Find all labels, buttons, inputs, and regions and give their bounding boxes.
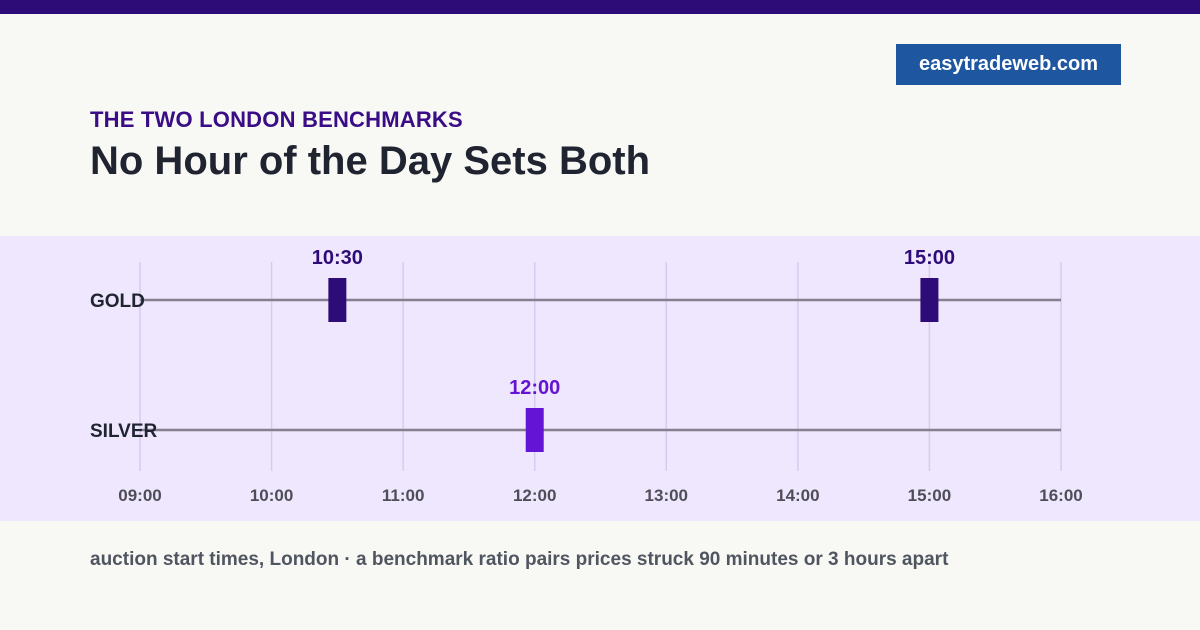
benchmark-timeline-chart: 09:00 10:00 11:00 12:00 13:00 14:00 15:00 16:00… bbox=[90, 247, 1083, 505]
x-tick-label: 13:00 bbox=[645, 486, 688, 505]
auction-marker bbox=[328, 278, 347, 322]
series-label: SILVER bbox=[90, 421, 157, 442]
chart-band bbox=[0, 236, 1200, 521]
auction-marker bbox=[525, 408, 544, 452]
x-tick-label: 14:00 bbox=[776, 486, 819, 505]
marker-time-label: 10:30 bbox=[312, 247, 363, 269]
page-title: No Hour of the Day Sets Both bbox=[90, 139, 651, 183]
x-tick-label: 15:00 bbox=[908, 486, 951, 505]
x-tick-label: 10:00 bbox=[250, 486, 293, 505]
top-accent-bar bbox=[0, 0, 1200, 14]
chart-caption: auction start times, London · a benchmar… bbox=[90, 549, 949, 570]
series-label: GOLD bbox=[90, 291, 145, 312]
brand-link[interactable]: easytradeweb.com bbox=[896, 44, 1121, 85]
x-tick-label: 16:00 bbox=[1039, 486, 1082, 505]
auction-marker bbox=[920, 278, 939, 322]
marker-time-label: 15:00 bbox=[904, 247, 955, 269]
x-tick-label: 11:00 bbox=[382, 486, 425, 505]
page-kicker: THE TWO LONDON BENCHMARKS bbox=[90, 107, 463, 132]
x-tick-label: 09:00 bbox=[118, 486, 161, 505]
x-tick-label: 12:00 bbox=[513, 486, 556, 505]
marker-time-label: 12:00 bbox=[509, 377, 560, 399]
